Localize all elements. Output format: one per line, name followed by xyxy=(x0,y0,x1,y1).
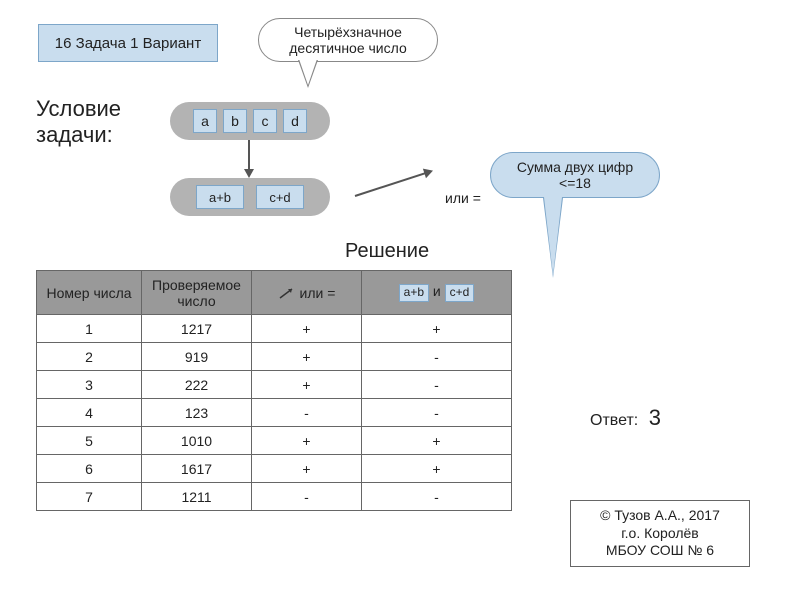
hdr-val: Проверяемое число xyxy=(142,271,252,315)
problem-label-line2: задачи: xyxy=(36,122,113,147)
hdr-and-text: и xyxy=(433,283,441,299)
digit-c: c xyxy=(253,109,277,133)
table-row: 3222 +- xyxy=(37,371,512,399)
arrow-up-icon xyxy=(278,286,296,300)
sum-ab: a+b xyxy=(196,185,244,209)
credits-l1: © Тузов А.А., 2017 xyxy=(600,507,720,523)
hdr-ab-box: a+b xyxy=(399,284,429,301)
problem-label: Условие задачи: xyxy=(36,96,121,149)
or-equals-label: или = xyxy=(445,190,481,206)
hdr-and: a+b и c+d xyxy=(362,271,512,315)
arrow-down-icon xyxy=(248,140,250,176)
credits-box: © Тузов А.А., 2017 г.о. Королёв МБОУ СОШ… xyxy=(570,500,750,567)
callout-four-digit: Четырёхзначное десятичное число xyxy=(258,18,438,62)
callout-blue-l1: Сумма двух цифр xyxy=(517,159,633,175)
hdr-cd-box: c+d xyxy=(445,284,475,301)
solution-label: Решение xyxy=(345,240,429,263)
credits-l2: г.о. Королёв xyxy=(621,525,698,541)
table-row: 51010 ++ xyxy=(37,427,512,455)
arrow-diag-icon xyxy=(355,170,432,197)
answer-label: Ответ: xyxy=(590,412,638,429)
credits-l3: МБОУ СОШ № 6 xyxy=(606,542,714,558)
table-row: 2919 +- xyxy=(37,343,512,371)
table-header-row: Номер числа Проверяемое число или = a+b … xyxy=(37,271,512,315)
digit-b: b xyxy=(223,109,247,133)
problem-label-line1: Условие xyxy=(36,96,121,121)
table-row: 4123 -- xyxy=(37,399,512,427)
answer: Ответ: 3 xyxy=(590,405,661,431)
table-row: 11217 ++ xyxy=(37,315,512,343)
answer-value: 3 xyxy=(649,405,661,430)
digit-d: d xyxy=(283,109,307,133)
table-row: 61617 ++ xyxy=(37,455,512,483)
table-row: 71211 -- xyxy=(37,483,512,511)
sum-cd: c+d xyxy=(256,185,304,209)
callout-blue-l2: <=18 xyxy=(559,175,591,191)
callout-sum-digits: Сумма двух цифр <=18 xyxy=(490,152,660,198)
sums-pill: a+b c+d xyxy=(170,178,330,216)
digit-a: a xyxy=(193,109,217,133)
hdr-chk: или = xyxy=(252,271,362,315)
solution-table: Номер числа Проверяемое число или = a+b … xyxy=(36,270,512,511)
title-box: 16 Задача 1 Вариант xyxy=(38,24,218,62)
digits-pill: a b c d xyxy=(170,102,330,140)
hdr-chk-text: или = xyxy=(300,285,336,301)
hdr-num: Номер числа xyxy=(37,271,142,315)
